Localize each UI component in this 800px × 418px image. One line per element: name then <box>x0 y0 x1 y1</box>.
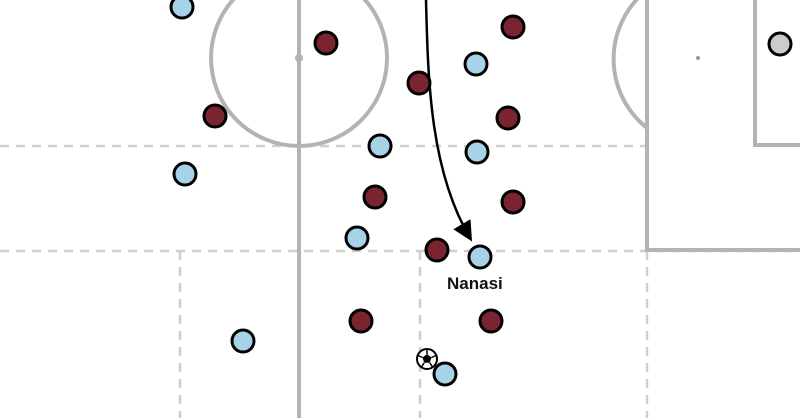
player-light-blue <box>169 0 195 20</box>
player-maroon <box>362 184 388 210</box>
run-arrow <box>424 0 473 242</box>
player-name-label: Nanasi <box>447 274 503 293</box>
player-light-blue <box>230 328 256 354</box>
player-maroon <box>406 70 432 96</box>
player-nanasi <box>467 244 493 270</box>
player-maroon <box>348 308 374 334</box>
centre-circle <box>209 0 389 148</box>
player-maroon <box>202 103 228 129</box>
player-maroon <box>495 105 521 131</box>
goal-area <box>753 0 800 147</box>
player-light-blue <box>344 225 370 251</box>
team-maroon <box>202 14 526 334</box>
player-maroon <box>424 237 450 263</box>
tactical-zone-lines <box>0 144 800 418</box>
player-light-blue <box>172 161 198 187</box>
player-light-blue <box>367 133 393 159</box>
football-icon <box>416 348 438 370</box>
player-maroon <box>313 30 339 56</box>
player-goalkeeper-grey <box>767 31 793 57</box>
player-light-blue <box>463 51 489 77</box>
player-maroon <box>500 189 526 215</box>
player-light-blue <box>432 361 458 387</box>
player-light-blue <box>464 139 490 165</box>
penalty-arc <box>611 0 649 130</box>
player-maroon <box>478 308 504 334</box>
penalty-spot <box>696 56 700 60</box>
penalty-area <box>645 0 800 252</box>
player-maroon <box>500 14 526 40</box>
team-light-blue <box>169 0 493 387</box>
centre-spot <box>295 54 303 62</box>
pitch-markings <box>209 0 800 418</box>
